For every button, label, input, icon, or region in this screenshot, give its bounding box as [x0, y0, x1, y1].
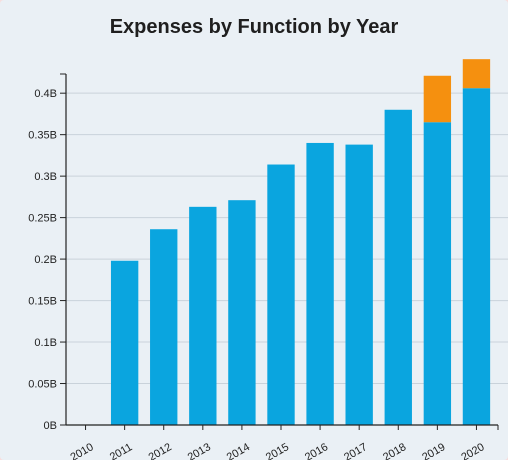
x-tick-label: 2012: [147, 441, 174, 460]
bar-segment: [462, 59, 491, 89]
bar: [306, 142, 334, 426]
x-tick-label: 2018: [381, 441, 408, 460]
x-tick-label: 2010: [68, 441, 95, 460]
bar: [384, 109, 412, 425]
bar: [267, 164, 295, 426]
y-tick-label: 0B: [44, 420, 57, 432]
y-tick-label: 0.15B: [28, 296, 57, 308]
bar: [462, 88, 491, 426]
y-tick-label: 0.35B: [28, 130, 57, 142]
x-tick-label: 2019: [420, 441, 447, 460]
x-tick-label: 2017: [342, 441, 369, 460]
x-tick-label: 2020: [459, 441, 486, 460]
y-tick-label: 0.1B: [34, 337, 57, 349]
x-tick-label: 2015: [264, 441, 291, 460]
y-tick-label: 0.4B: [34, 88, 57, 100]
bar: [150, 229, 178, 425]
chart-title: Expenses by Function by Year: [109, 16, 399, 38]
y-tick-label: 0.25B: [28, 213, 57, 225]
bars: [110, 59, 491, 426]
y-tick-label: 0.2B: [34, 254, 57, 266]
bar: [423, 122, 452, 425]
bar: [110, 260, 139, 425]
bar: [345, 144, 373, 425]
x-tick-labels: 2010 2011 2012 2013 2014 2015 2016 2017 2018 2019…: [68, 441, 486, 460]
bar: [228, 200, 256, 425]
x-tick-label: 2014: [225, 441, 252, 460]
y-tick-label: 0.05B: [28, 379, 57, 391]
y-tick-label: 0.3B: [34, 171, 57, 183]
x-tick-label: 2016: [303, 441, 330, 460]
x-tick-label: 2011: [108, 441, 134, 460]
y-tick-labels: 0B 0.05B 0.1B 0.15B 0.2B 0.25B 0.3B 0.35B 0.4B: [28, 88, 57, 432]
bar: [189, 206, 217, 425]
x-tick-label: 2013: [186, 441, 213, 460]
bar-segment: [423, 75, 452, 123]
axes: [60, 73, 499, 430]
